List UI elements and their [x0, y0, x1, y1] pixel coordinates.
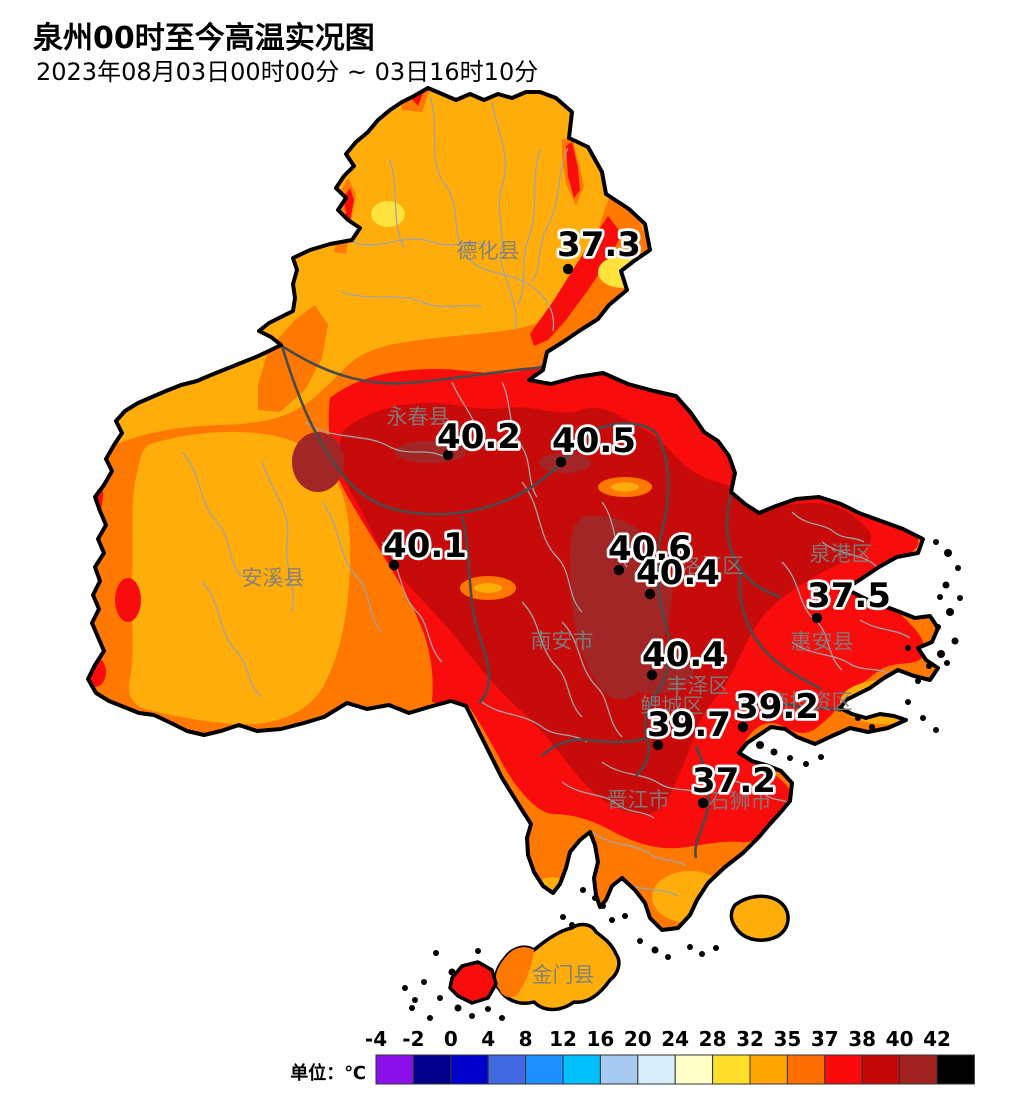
legend-cell: [824, 1054, 863, 1085]
islands: [448, 894, 790, 1012]
township-boundaries: [181, 95, 911, 897]
legend-tick-label: 12: [549, 1027, 577, 1051]
legend-tick-label: 38: [848, 1027, 876, 1051]
legend-tick-label: 40: [886, 1027, 914, 1051]
station-dot: [562, 263, 574, 275]
station-dot: [811, 612, 823, 624]
station-temp-label: 37.3: [557, 225, 641, 265]
legend-cell: [562, 1054, 601, 1085]
legend-cell: [412, 1054, 452, 1085]
legend-cell: [450, 1054, 489, 1085]
region-label: 永春县: [387, 405, 450, 429]
legend-cell: [525, 1054, 564, 1085]
station-temp-label: 37.5: [807, 576, 891, 616]
legend-tick-label: 16: [586, 1027, 614, 1051]
station-temp-label: 39.2: [735, 687, 819, 727]
legend-tick-label: 0: [444, 1027, 458, 1051]
region-label: 洛江区: [681, 554, 744, 578]
county-boundaries: [280, 344, 842, 859]
legend-tick-label: 8: [519, 1027, 533, 1051]
legend-cell: [749, 1054, 788, 1085]
station-temp-label: 37.2: [692, 761, 776, 801]
legend-tick-label: 4: [481, 1027, 495, 1051]
region-label: 石狮市: [709, 789, 772, 813]
legend-tick-label: -2: [402, 1027, 424, 1051]
station-dot: [555, 456, 567, 468]
amber-islet-se: [729, 894, 790, 942]
mainland-outline: [86, 86, 940, 932]
station-dot: [644, 588, 656, 600]
legend-cell: [599, 1054, 639, 1085]
station-dot: [388, 559, 400, 571]
legend-cell: [487, 1054, 527, 1085]
sea-islets: [402, 539, 963, 1021]
region-label: 金门县: [532, 963, 595, 987]
legend-cell: [936, 1054, 975, 1085]
station-dot: [697, 797, 709, 809]
page-subtitle: 2023年08月03日00时00分 ~ 03日16时10分: [36, 58, 538, 86]
legend-cell: [786, 1054, 826, 1085]
legend-cell: [899, 1054, 938, 1085]
station-dot: [613, 564, 625, 576]
legend-tick-label: 35: [773, 1027, 801, 1051]
station-temp-label: 40.1: [383, 526, 467, 566]
region-label: 南安市: [531, 629, 594, 653]
legend-tick-label: 20: [624, 1027, 652, 1051]
legend-tick-label: 42: [923, 1027, 951, 1051]
region-label: 丰泽区: [667, 674, 730, 698]
station-temp-label: 40.4: [642, 635, 726, 675]
station-dot: [442, 449, 454, 461]
region-label: 安溪县: [242, 566, 305, 590]
legend-cell: [712, 1054, 751, 1085]
station-temp-label: 40.4: [636, 553, 720, 593]
region-label: 台商投资区: [748, 690, 853, 714]
page-title: 泉州00时至今高温实况图: [33, 21, 375, 56]
legend-cell: [674, 1054, 714, 1085]
legend-tick-label: -4: [365, 1027, 387, 1051]
station-temp-label: 40.2: [437, 417, 521, 457]
legend-unit-label: 单位：℃: [290, 1062, 366, 1084]
station-dot: [737, 721, 749, 733]
legend-tick-label: 32: [736, 1027, 764, 1051]
stations: 37.340.2 40.540.1 40.640.437.540.439.239.7…: [380, 222, 894, 809]
red-islet: [448, 960, 498, 1005]
kinmen-island: [493, 922, 621, 1012]
legend-tick-label: 24: [661, 1027, 689, 1051]
station-temp-label: 40.5: [552, 421, 636, 461]
region-label: 德化县: [457, 239, 520, 263]
station-temp-label: 39.7: [647, 705, 731, 745]
legend-cell: [861, 1054, 901, 1085]
region-label: 晋江市: [607, 788, 670, 812]
legend-tick-label: 37: [811, 1027, 839, 1051]
region-label: 惠安县: [791, 630, 854, 654]
legend-tick-label: 28: [699, 1027, 727, 1051]
legend-cell: [375, 1054, 414, 1085]
region-label: 泉港区: [810, 542, 873, 566]
region-label: 鲤城区: [641, 694, 704, 718]
kinmen-west-lobe: [495, 947, 534, 998]
station-dot: [646, 669, 658, 681]
temperature-legend: -4 -2 0 4 8 12 16 20 24 28 32 35 37 38 40 42: [365, 1027, 975, 1085]
legend-cell: [637, 1054, 676, 1085]
station-dot: [652, 739, 664, 751]
station-temp-label: 40.6: [608, 529, 692, 569]
